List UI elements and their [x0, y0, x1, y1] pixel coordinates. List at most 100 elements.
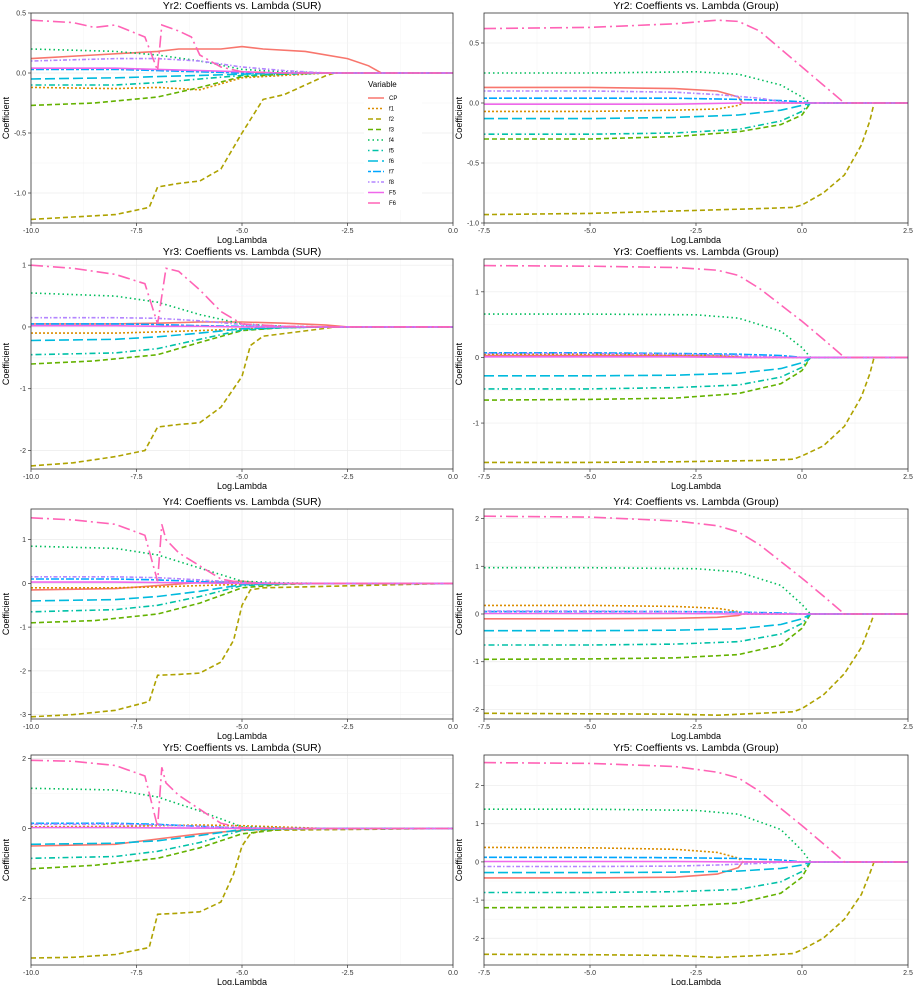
series-line-f3 — [484, 102, 908, 140]
legend-label-f7: f7 — [389, 170, 395, 176]
x-tick-label: -7.5 — [478, 228, 490, 235]
y-tick-label: -2 — [20, 448, 26, 455]
series-line-f6 — [484, 356, 908, 377]
y-tick-label: -2 — [473, 936, 479, 943]
series-line-f5 — [484, 861, 908, 894]
y-axis-title: Coefficient — [1, 838, 11, 881]
y-tick-label: 0 — [475, 355, 479, 362]
series-line-f1 — [484, 604, 908, 615]
series-line-f7 — [31, 822, 453, 830]
chart-title: Yr3: Coeffients vs. Lambda (SUR) — [163, 246, 322, 258]
x-tick-label: -7.5 — [478, 474, 490, 481]
series-line-f2 — [31, 582, 453, 718]
series-line-f7 — [31, 578, 453, 585]
x-tick-label: 2.5 — [903, 724, 913, 731]
legend-label-f1: f1 — [389, 107, 395, 113]
x-axis-title: Log.Lambda — [217, 731, 267, 741]
y-tick-label: 0 — [475, 859, 479, 866]
series-group — [484, 515, 908, 717]
x-tick-label: -7.5 — [130, 970, 142, 977]
y-tick-label: 1 — [475, 564, 479, 571]
x-tick-label: -5.0 — [584, 970, 596, 977]
series-line-F6 — [31, 19, 453, 74]
y-tick-label: -1.0 — [467, 221, 479, 228]
legend-title: Variable — [368, 80, 397, 89]
series-line-f2 — [484, 102, 908, 216]
chart-panel-4: -7.5 -5.0 -2.5 0.0 2.5 -1 0 1 Yr3: Coeffients vs… — [454, 246, 913, 491]
x-tick-label: 0.0 — [448, 228, 458, 235]
x-tick-label: 2.5 — [903, 228, 913, 235]
y-tick-label: -0.5 — [467, 161, 479, 168]
y-tick-label: 0.0 — [16, 71, 26, 78]
y-axis-title: Coefficient — [1, 592, 11, 635]
series-line-F6 — [484, 761, 908, 863]
chart-panel-8: -7.5 -5.0 -2.5 0.0 2.5 -2 -1 0 1 2 Yr5: Coeffients… — [454, 742, 913, 985]
x-tick-label: 2.5 — [903, 474, 913, 481]
legend-label-F6: F6 — [389, 201, 397, 207]
series-line-F6 — [484, 515, 908, 615]
x-tick-label: -2.5 — [690, 970, 702, 977]
y-tick-label: -1 — [473, 421, 479, 428]
y-axis-title: Coefficient — [454, 96, 464, 139]
x-tick-label: -7.5 — [130, 474, 142, 481]
chart-title: Yr4: Coeffients vs. Lambda (Group) — [613, 496, 779, 508]
y-tick-label: -1.0 — [14, 191, 26, 198]
x-tick-label: -5.0 — [236, 970, 248, 977]
x-tick-label: 0.0 — [797, 970, 807, 977]
series-line-F5 — [484, 355, 908, 359]
x-tick-label: -2.5 — [341, 970, 353, 977]
series-line-F6 — [31, 264, 453, 328]
legend-label-F5: F5 — [389, 191, 397, 197]
y-tick-label: -1 — [473, 898, 479, 905]
x-axis-title: Log.Lambda — [217, 235, 267, 245]
x-tick-label: -7.5 — [478, 724, 490, 731]
x-axis-title: Log.Lambda — [671, 977, 721, 985]
y-tick-label: 0 — [22, 581, 26, 588]
x-tick-label: 0.0 — [448, 474, 458, 481]
x-tick-label: -5.0 — [236, 474, 248, 481]
series-line-f1 — [484, 102, 908, 113]
y-axis-title: Coefficient — [454, 592, 464, 635]
chart-panel-6: -7.5 -5.0 -2.5 0.0 2.5 -2 -1 0 1 2 Yr4: Coeffients… — [454, 496, 913, 741]
series-line-f2 — [484, 861, 908, 959]
x-tick-label: 0.0 — [448, 970, 458, 977]
chart-panel-1: -10.0 -7.5 -5.0 -2.5 0.0 -1.0 -0.5 0.0 0.5 Yr2: C… — [1, 0, 458, 245]
legend: Variable CP f1 f2 f3 f4 f5 f6 f7 f8 F5 F6 — [364, 78, 422, 210]
y-tick-label: -3 — [20, 712, 26, 719]
y-tick-label: 0 — [22, 826, 26, 833]
y-tick-label: 1 — [22, 263, 26, 270]
y-tick-label: -1 — [20, 386, 26, 393]
series-line-f2 — [484, 613, 908, 717]
x-tick-label: -5.0 — [584, 724, 596, 731]
series-line-F5 — [31, 826, 453, 830]
series-group — [31, 759, 453, 959]
y-tick-label: 1 — [475, 821, 479, 828]
legend-label-f8: f8 — [389, 180, 395, 186]
y-axis-title: Coefficient — [1, 342, 11, 385]
series-line-F5 — [484, 612, 908, 615]
chart-title: Yr5: Coeffients vs. Lambda (Group) — [613, 742, 779, 754]
y-tick-label: 0.5 — [16, 11, 26, 18]
y-tick-label: 0 — [22, 324, 26, 331]
x-axis-title: Log.Lambda — [217, 481, 267, 491]
y-tick-label: -1 — [20, 625, 26, 632]
x-tick-label: -7.5 — [130, 228, 142, 235]
y-tick-label: -2 — [20, 896, 26, 903]
series-group — [484, 761, 908, 959]
chart-title: Yr5: Coeffients vs. Lambda (SUR) — [163, 742, 322, 754]
legend-label-f5: f5 — [389, 149, 395, 155]
legend-label-f2: f2 — [389, 117, 395, 123]
chart-title: Yr4: Coeffients vs. Lambda (SUR) — [163, 496, 322, 508]
x-tick-label: 0.0 — [797, 228, 807, 235]
y-tick-label: 1 — [475, 289, 479, 296]
series-line-F6 — [31, 517, 453, 585]
x-tick-label: -2.5 — [341, 724, 353, 731]
chart-panel-3: -10.0 -7.5 -5.0 -2.5 0.0 -2 -1 0 1 Yr3: Coeffient… — [1, 246, 458, 491]
y-tick-label: 0.0 — [469, 101, 479, 108]
y-tick-label: -0.5 — [14, 131, 26, 138]
chart-title: Yr2: Coeffients vs. Lambda (SUR) — [163, 0, 322, 12]
x-tick-label: -2.5 — [690, 228, 702, 235]
x-tick-label: -10.0 — [23, 970, 39, 977]
x-tick-label: 2.5 — [903, 970, 913, 977]
y-tick-label: -2 — [20, 668, 26, 675]
